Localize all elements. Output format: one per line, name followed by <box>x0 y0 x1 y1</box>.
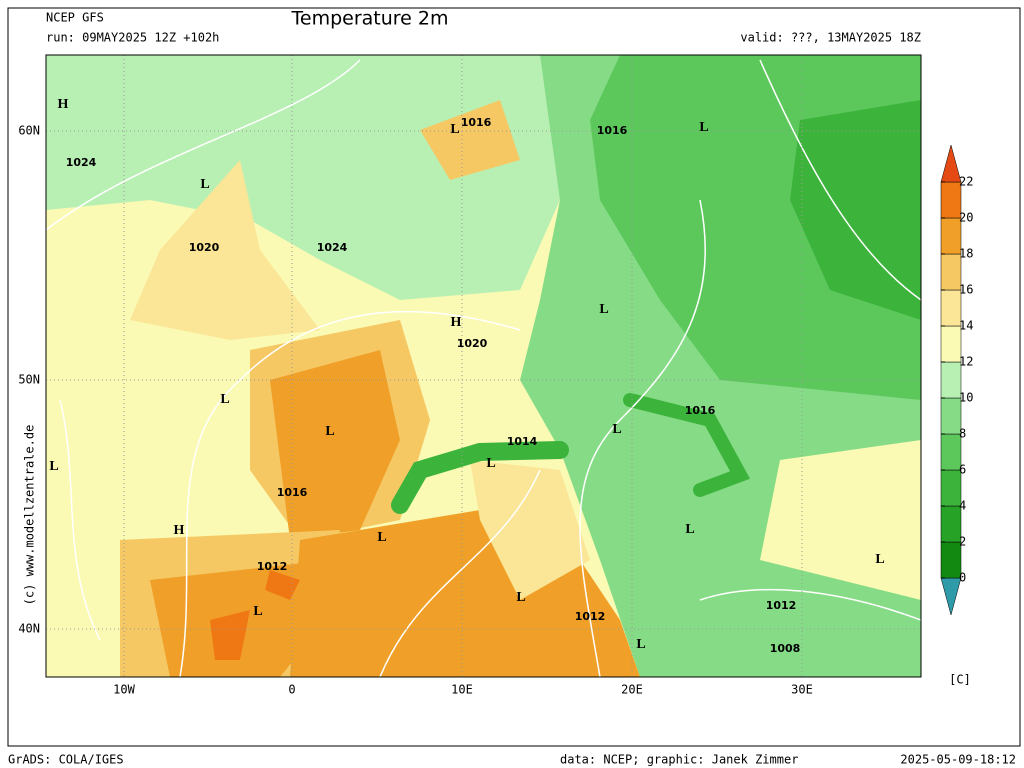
pressure-label: L <box>377 530 386 545</box>
colorbar-bin <box>940 433 962 471</box>
copyright: (c) www.modellzentrale.de <box>23 425 37 606</box>
model: NCEP GFS <box>46 11 104 25</box>
map-border <box>45 54 922 678</box>
colorbar-tick-label: 4 <box>959 499 966 513</box>
pressure-label: 1016 <box>277 486 308 499</box>
pressure-label: 1016 <box>685 404 716 417</box>
pressure-label: L <box>875 552 884 567</box>
region <box>270 350 400 540</box>
isobar <box>759 59 921 301</box>
lon-label: 30E <box>791 683 813 697</box>
pressure-label: 1008 <box>770 642 801 655</box>
colorbar-bin <box>940 469 962 507</box>
pressure-label: L <box>699 120 708 135</box>
colorbar: 0 2 4 6 8 10 12 14 16 18 20 22 <box>940 144 973 616</box>
colorbar-bin <box>940 289 962 327</box>
colorbar-bin <box>940 541 962 579</box>
pressure-label: 1024 <box>66 156 97 169</box>
colorbar-tick-label: 0 <box>959 571 966 585</box>
isobar <box>699 588 921 621</box>
map-area <box>46 55 921 677</box>
pressure-label: 1020 <box>189 241 220 254</box>
lat-label: 60N <box>18 124 40 138</box>
frame <box>7 7 1021 747</box>
colorbar-bin <box>940 505 962 543</box>
colorbar-bin <box>940 181 962 219</box>
pressure-label: L <box>220 392 229 407</box>
colorbar-bin <box>940 253 962 291</box>
pressure-label: L <box>486 456 495 471</box>
isobar <box>179 310 521 677</box>
region <box>470 460 590 600</box>
lat-label: 40N <box>18 622 40 636</box>
pressure-label: L <box>599 302 608 317</box>
timestamp: 2025-05-09-18:12 <box>900 753 1016 767</box>
colorbar-tick-label: 8 <box>959 427 966 441</box>
colorbar-bin <box>940 397 962 435</box>
colorbar-tick-label: 16 <box>959 283 973 297</box>
region <box>420 100 520 180</box>
colorbar-bin <box>940 217 962 255</box>
pressure-label: 1012 <box>766 599 797 612</box>
lon-label: 20E <box>621 683 643 697</box>
lon-label: 0 <box>288 683 295 697</box>
colorbar-tick-label: 22 <box>959 175 973 189</box>
pressure-label: 1024 <box>317 241 348 254</box>
pressure-label: L <box>450 122 459 137</box>
isobar <box>59 399 101 641</box>
region <box>790 100 921 320</box>
colorbar-bin <box>940 361 962 399</box>
valid: valid: ???, 13MAY2025 18Z <box>740 31 921 45</box>
isobar <box>579 199 706 677</box>
pressure-label: H <box>451 315 462 330</box>
colorbar-bin <box>940 577 962 616</box>
lat-label: 50N <box>18 373 40 387</box>
carpathians <box>623 393 751 497</box>
isobar <box>46 59 361 231</box>
region <box>760 440 921 600</box>
pressure-label: 1016 <box>597 124 628 137</box>
pressure-label: 1012 <box>257 560 288 573</box>
pressure-label: H <box>174 523 185 538</box>
pressure-label: L <box>612 422 621 437</box>
colorbar-tick-label: 18 <box>959 247 973 261</box>
colorbar-bin <box>940 144 962 183</box>
pressure-label: L <box>200 177 209 192</box>
pressure-label: L <box>685 522 694 537</box>
run: run: 09MAY2025 12Z +102h <box>46 31 219 45</box>
credit: data: NCEP; graphic: Janek Zimmer <box>560 753 798 767</box>
colorbar-tick-label: 12 <box>959 355 973 369</box>
pressure-label: 1014 <box>507 435 538 448</box>
colorbar-tick-label: 10 <box>959 391 973 405</box>
colorbar-bin <box>940 325 962 363</box>
pressure-label: L <box>325 424 334 439</box>
pressure-label: H <box>58 97 69 112</box>
lon-label: 10W <box>113 683 135 697</box>
pressure-label: L <box>49 459 58 474</box>
title: Temperature 2m <box>291 8 449 30</box>
alps <box>391 441 569 514</box>
pressure-label: 1012 <box>575 610 606 623</box>
pressure-label: 1020 <box>457 337 488 350</box>
colorbar-tick-label: 6 <box>959 463 966 477</box>
region <box>265 570 300 600</box>
region <box>46 55 560 300</box>
colorbar-tick-label: 2 <box>959 535 966 549</box>
software: GrADS: COLA/IGES <box>8 753 124 767</box>
pressure-label: 1016 <box>461 116 492 129</box>
region <box>210 610 250 660</box>
lon-label: 10E <box>451 683 473 697</box>
isobar <box>379 469 541 677</box>
pressure-label: L <box>636 637 645 652</box>
colorbar-unit: [C] <box>949 673 971 687</box>
colorbar-tick-label: 20 <box>959 211 973 225</box>
pressure-label: L <box>516 590 525 605</box>
region <box>130 160 320 340</box>
colorbar-tick-label: 14 <box>959 319 973 333</box>
pressure-label: L <box>253 604 262 619</box>
